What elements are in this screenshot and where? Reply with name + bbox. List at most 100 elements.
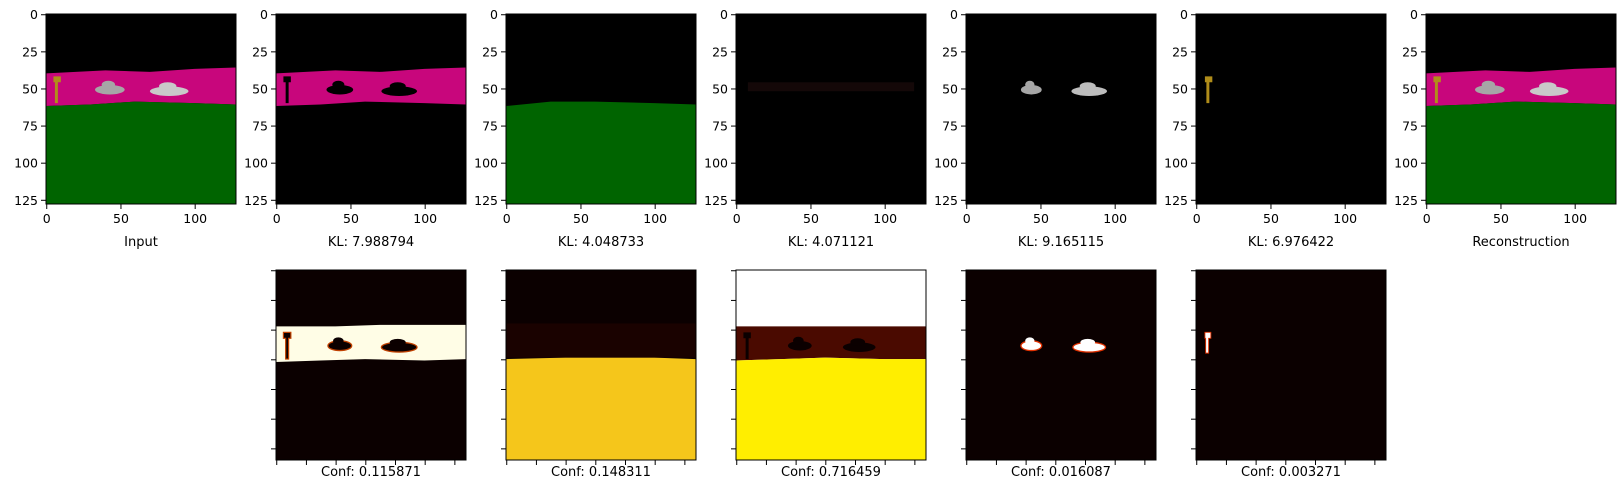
panel-frame	[965, 13, 1157, 205]
ground-region	[1426, 101, 1616, 204]
y-tick-label: 0	[30, 7, 38, 22]
heat-ground	[506, 357, 696, 460]
y-tick-label: 75	[1172, 119, 1188, 134]
car-roof	[1025, 80, 1035, 89]
car-body	[1020, 84, 1042, 95]
background	[276, 14, 466, 204]
panel-image	[1426, 14, 1616, 204]
y-tick-label: 0	[1180, 7, 1188, 22]
panel-image	[276, 14, 466, 204]
y-tick-label: 25	[22, 44, 38, 59]
car-body	[326, 84, 354, 95]
x-tick-label: 100	[1103, 211, 1127, 226]
ground-region	[506, 101, 696, 204]
y-tick-label: 25	[252, 44, 268, 59]
panel-caption: Input	[124, 235, 158, 250]
panel-frame	[45, 13, 237, 205]
panel-caption: KL: 4.071121	[788, 235, 874, 250]
key-blob	[1204, 331, 1212, 354]
x-tick-label: 0	[43, 211, 51, 226]
panel-image	[1196, 270, 1386, 460]
x-tick-label: 0	[1423, 211, 1431, 226]
car-body	[1071, 86, 1108, 96]
heat-blob-top	[389, 338, 406, 346]
y-tick-label: 75	[252, 119, 268, 134]
x-tick-label: 100	[413, 211, 437, 226]
x-tick-label: 0	[733, 211, 741, 226]
panel-conf4: Conf: 0.016087	[961, 269, 1157, 480]
y-tick-label: 0	[720, 7, 728, 22]
y-tick-label: 50	[252, 81, 268, 96]
panel-image	[736, 14, 926, 204]
faint-band	[747, 82, 915, 92]
x-tick-label: 50	[113, 211, 129, 226]
heat-band	[736, 326, 926, 361]
panel-caption: Conf: 0.716459	[781, 465, 881, 480]
panel-slot1: 0 50 100 0 25 50 75 100 125 KL: 7.988794	[244, 7, 467, 250]
car-body	[1474, 84, 1505, 95]
panel-slot2: 0 50 100 0 25 50 75 100 125 KL: 4.048733	[474, 7, 697, 250]
panel-slot3: 0 50 100 0 25 50 75 100 125 KL: 4.071121	[704, 7, 927, 250]
x-tick-label: 0	[273, 211, 281, 226]
panel-conf2: Conf: 0.148311	[501, 269, 697, 480]
y-tick-label: 125	[244, 193, 268, 208]
panel-frame	[1195, 13, 1387, 205]
x-tick-label: 100	[1563, 211, 1587, 226]
panel-image	[276, 270, 466, 460]
panel-caption: Conf: 0.148311	[551, 465, 651, 480]
y-tick-label: 100	[14, 156, 38, 171]
car-roof	[850, 338, 866, 346]
car-body	[94, 84, 125, 95]
y-tick-label: 75	[712, 119, 728, 134]
panel-frame	[505, 269, 697, 461]
panel-caption: Conf: 0.115871	[321, 465, 421, 480]
background	[1196, 270, 1386, 460]
background	[276, 270, 466, 460]
y-tick-label: 50	[942, 81, 958, 96]
heat-ground	[736, 357, 926, 460]
y-tick-label: 125	[934, 193, 958, 208]
car-body	[381, 86, 418, 96]
road-band	[1426, 67, 1616, 107]
panel-caption: Reconstruction	[1472, 235, 1569, 250]
y-tick-label: 0	[260, 7, 268, 22]
y-tick-label: 75	[1402, 119, 1418, 134]
panel-frame	[1425, 13, 1617, 205]
y-tick-label: 25	[1172, 44, 1188, 59]
panel-frame	[1195, 269, 1387, 461]
heat-band-faint	[506, 323, 696, 358]
panel-frame	[735, 269, 927, 461]
car-body	[149, 86, 189, 96]
y-tick-label: 125	[474, 193, 498, 208]
y-tick-label: 100	[934, 156, 958, 171]
key-icon	[1433, 76, 1441, 104]
x-tick-label: 50	[1493, 211, 1509, 226]
y-tick-label: 100	[1164, 156, 1188, 171]
car-roof	[332, 80, 345, 89]
panel-frame	[275, 269, 467, 461]
y-tick-label: 100	[474, 156, 498, 171]
panel-caption: KL: 4.048733	[558, 235, 644, 250]
car-body	[842, 342, 876, 352]
y-tick-label: 50	[22, 81, 38, 96]
panel-image	[506, 270, 696, 460]
x-tick-label: 100	[643, 211, 667, 226]
car-body	[1529, 86, 1569, 96]
x-tick-label: 0	[1193, 211, 1201, 226]
panel-caption: KL: 9.165115	[1018, 235, 1104, 250]
y-tick-label: 0	[1410, 7, 1418, 22]
heat-blob-top	[1025, 337, 1035, 345]
background	[736, 14, 926, 204]
car-roof	[159, 82, 177, 90]
heat-blob-top	[1080, 338, 1096, 346]
key-icon	[53, 76, 61, 104]
panel-input: 0 50 100 0 25 50 75 100 125 Input	[14, 7, 237, 250]
y-tick-label: 75	[942, 119, 958, 134]
y-tick-label: 25	[942, 44, 958, 59]
x-tick-label: 0	[963, 211, 971, 226]
panel-slot4: 0 50 100 0 25 50 75 100 125 KL: 9.165115	[934, 7, 1157, 250]
y-tick-label: 25	[482, 44, 498, 59]
x-tick-label: 50	[803, 211, 819, 226]
x-tick-label: 100	[873, 211, 897, 226]
